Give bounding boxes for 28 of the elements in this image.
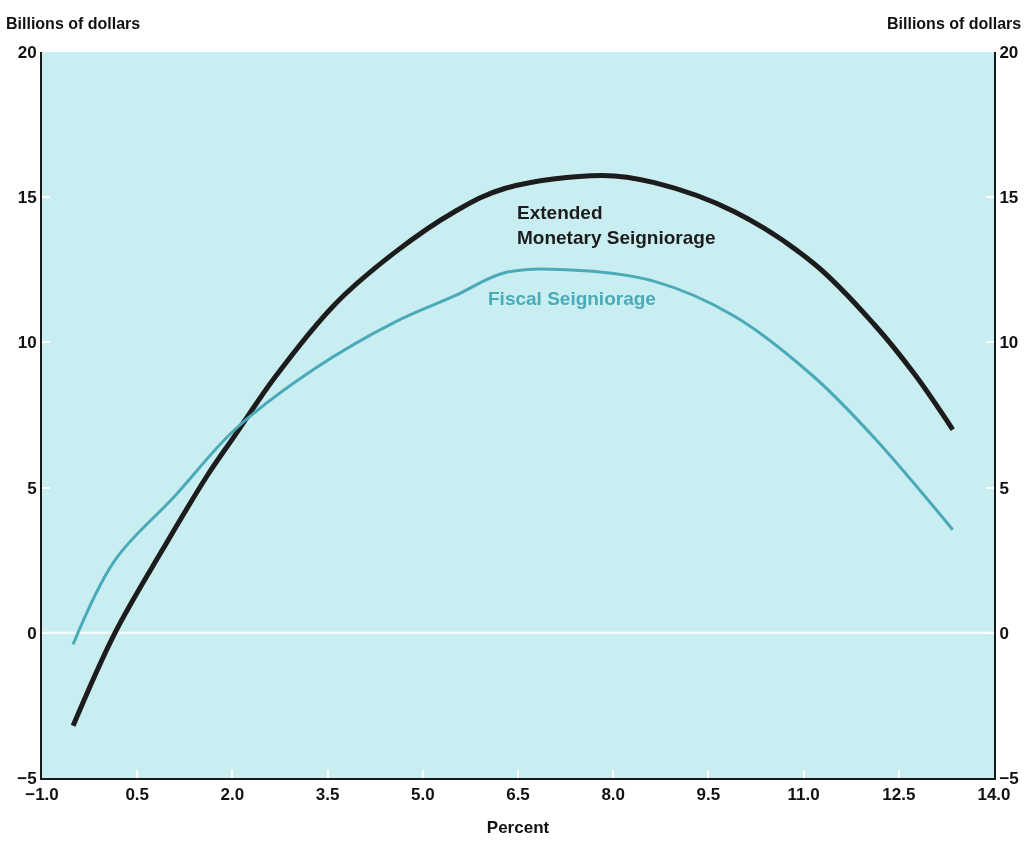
series-label: Fiscal Seigniorage <box>488 288 656 309</box>
y-tick-label: −5 <box>17 768 37 788</box>
y2-tick-label: 15 <box>999 188 1019 208</box>
y-tick-label: 10 <box>17 333 37 353</box>
y-tick-label: 5 <box>27 478 37 498</box>
x-tick-label: 8.0 <box>601 785 626 805</box>
x-tick-label: 6.5 <box>506 785 530 805</box>
y2-tick-label: 20 <box>999 42 1019 62</box>
x-tick-label: 3.5 <box>315 785 340 805</box>
y2-tick-label: 10 <box>999 333 1019 353</box>
x-tick-label: 2.0 <box>220 785 245 805</box>
y-axis-title: Billions of dollars <box>6 15 141 32</box>
x-tick-label: 9.5 <box>696 785 721 805</box>
x-tick-label: 0.5 <box>125 785 150 805</box>
series-label: Extended Monetary Seigniorage <box>517 202 716 248</box>
x-tick-label: 14.0 <box>977 785 1011 805</box>
y2-tick-label: −5 <box>999 768 1019 788</box>
y2-tick-label: 0 <box>999 623 1009 643</box>
x-tick-label: 5.0 <box>410 785 435 805</box>
y2-tick-label: 5 <box>999 478 1009 498</box>
x-axis-title: Percent <box>486 818 550 838</box>
x-tick-label: −1.0 <box>25 785 59 805</box>
y-tick-label: 0 <box>27 623 37 643</box>
x-tick-label: 11.0 <box>787 785 820 805</box>
y2-axis-title: Billions of dollars <box>887 15 1022 32</box>
x-tick-label: 12.5 <box>882 785 916 805</box>
y-tick-label: 20 <box>17 42 37 62</box>
y-tick-label: 15 <box>17 188 37 208</box>
